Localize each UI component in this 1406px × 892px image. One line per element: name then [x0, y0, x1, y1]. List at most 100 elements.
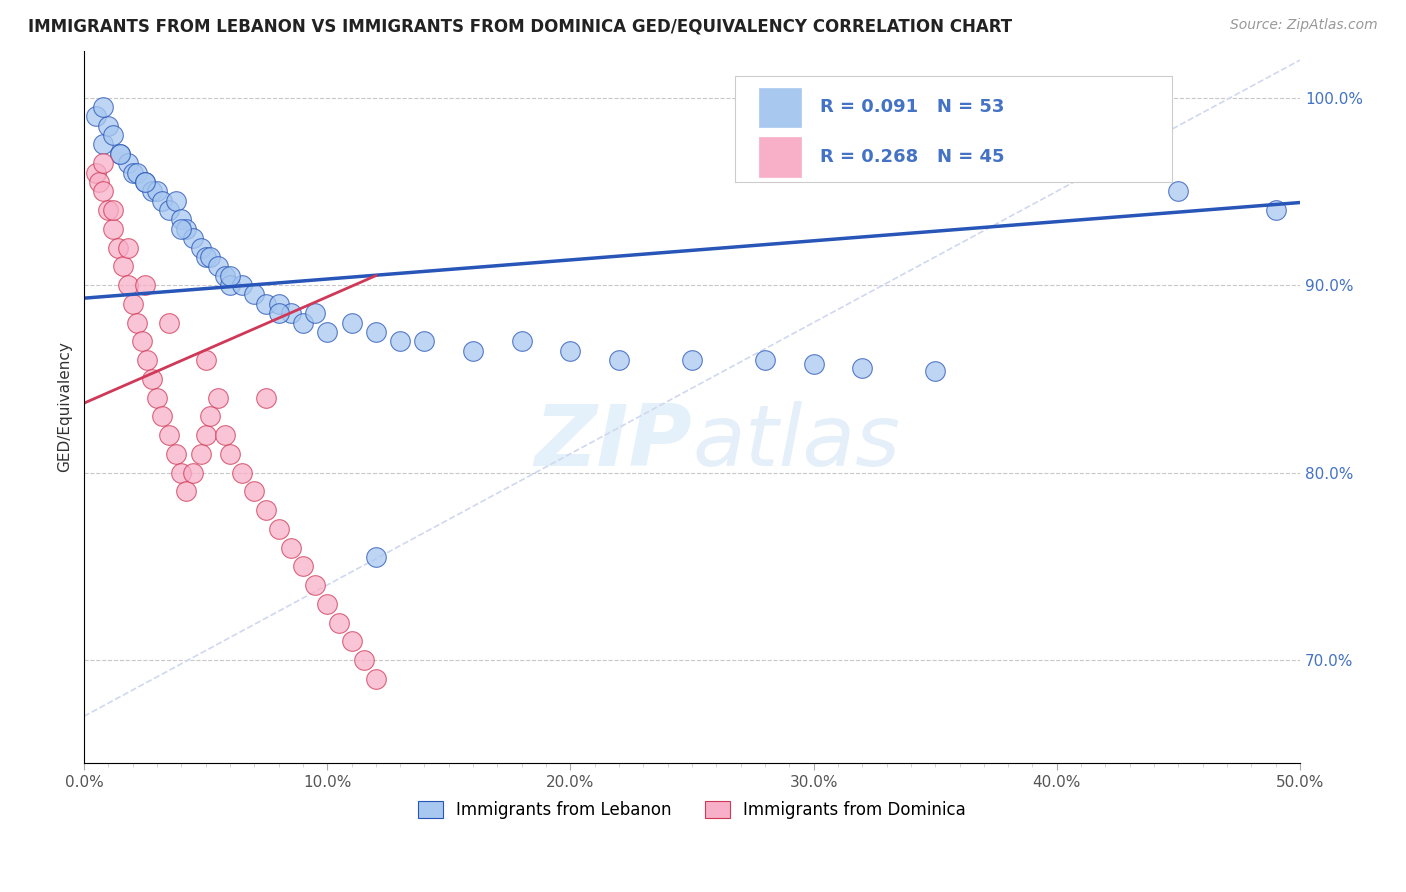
Point — [194, 353, 217, 368]
Point — [291, 559, 314, 574]
Text: atlas: atlas — [692, 401, 900, 484]
Point — [194, 250, 217, 264]
Point — [413, 334, 436, 349]
Point — [131, 334, 153, 349]
Point — [157, 316, 180, 330]
Point — [170, 466, 193, 480]
Point — [121, 165, 143, 179]
Point — [353, 653, 375, 667]
Point — [207, 260, 229, 274]
Point — [165, 447, 187, 461]
FancyBboxPatch shape — [734, 76, 1173, 183]
Point — [364, 549, 387, 564]
Point — [316, 597, 339, 611]
Point — [141, 184, 163, 198]
Point — [110, 146, 132, 161]
Point — [97, 202, 120, 217]
Point — [117, 156, 139, 170]
Point — [267, 522, 290, 536]
Point — [340, 634, 363, 648]
Point — [280, 306, 302, 320]
Point — [150, 409, 173, 424]
Point — [219, 447, 242, 461]
Point — [117, 241, 139, 255]
Point — [134, 278, 156, 293]
Point — [364, 672, 387, 686]
Point — [157, 428, 180, 442]
Bar — [759, 137, 801, 177]
Point — [134, 175, 156, 189]
Point — [607, 353, 630, 368]
Point — [87, 175, 110, 189]
Point — [231, 466, 253, 480]
Point — [803, 357, 825, 371]
Point — [1167, 184, 1189, 198]
Point — [84, 165, 107, 179]
Point — [461, 343, 484, 358]
Point — [254, 297, 277, 311]
Point — [190, 241, 212, 255]
Point — [146, 391, 169, 405]
Point — [136, 353, 159, 368]
Point — [681, 353, 703, 368]
Point — [117, 278, 139, 293]
Point — [364, 325, 387, 339]
Point — [340, 316, 363, 330]
Point — [328, 615, 350, 630]
Point — [110, 146, 132, 161]
Point — [231, 278, 253, 293]
Point — [134, 175, 156, 189]
Point — [93, 100, 115, 114]
Point — [101, 202, 124, 217]
Point — [207, 391, 229, 405]
Point — [291, 316, 314, 330]
Point — [304, 306, 326, 320]
Point — [194, 428, 217, 442]
Point — [97, 119, 120, 133]
Point — [214, 268, 236, 283]
Point — [389, 334, 412, 349]
Point — [190, 447, 212, 461]
Point — [851, 360, 873, 375]
Point — [174, 221, 197, 235]
Point — [754, 353, 776, 368]
Text: IMMIGRANTS FROM LEBANON VS IMMIGRANTS FROM DOMINICA GED/EQUIVALENCY CORRELATION : IMMIGRANTS FROM LEBANON VS IMMIGRANTS FR… — [28, 18, 1012, 36]
Point — [93, 156, 115, 170]
Point — [93, 184, 115, 198]
Point — [170, 221, 193, 235]
Point — [101, 221, 124, 235]
Point — [165, 194, 187, 208]
Point — [267, 306, 290, 320]
Point — [150, 194, 173, 208]
Point — [84, 109, 107, 123]
Legend: Immigrants from Lebanon, Immigrants from Dominica: Immigrants from Lebanon, Immigrants from… — [411, 795, 973, 826]
Point — [560, 343, 582, 358]
Point — [111, 260, 134, 274]
Text: R = 0.091   N = 53: R = 0.091 N = 53 — [820, 98, 1004, 116]
Point — [243, 287, 266, 301]
Point — [157, 202, 180, 217]
Point — [101, 128, 124, 142]
Point — [254, 503, 277, 517]
Bar — [759, 87, 801, 127]
Text: Source: ZipAtlas.com: Source: ZipAtlas.com — [1230, 18, 1378, 32]
Point — [127, 165, 149, 179]
Text: ZIP: ZIP — [534, 401, 692, 484]
Point — [304, 578, 326, 592]
Point — [510, 334, 533, 349]
Y-axis label: GED/Equivalency: GED/Equivalency — [58, 342, 72, 473]
Point — [174, 484, 197, 499]
Point — [254, 391, 277, 405]
Point — [316, 325, 339, 339]
Point — [243, 484, 266, 499]
Point — [214, 428, 236, 442]
Point — [183, 231, 205, 245]
Point — [267, 297, 290, 311]
Point — [127, 316, 149, 330]
Point — [107, 241, 129, 255]
Point — [146, 184, 169, 198]
Point — [1264, 202, 1286, 217]
Point — [924, 364, 946, 378]
Point — [93, 137, 115, 152]
Point — [200, 250, 222, 264]
